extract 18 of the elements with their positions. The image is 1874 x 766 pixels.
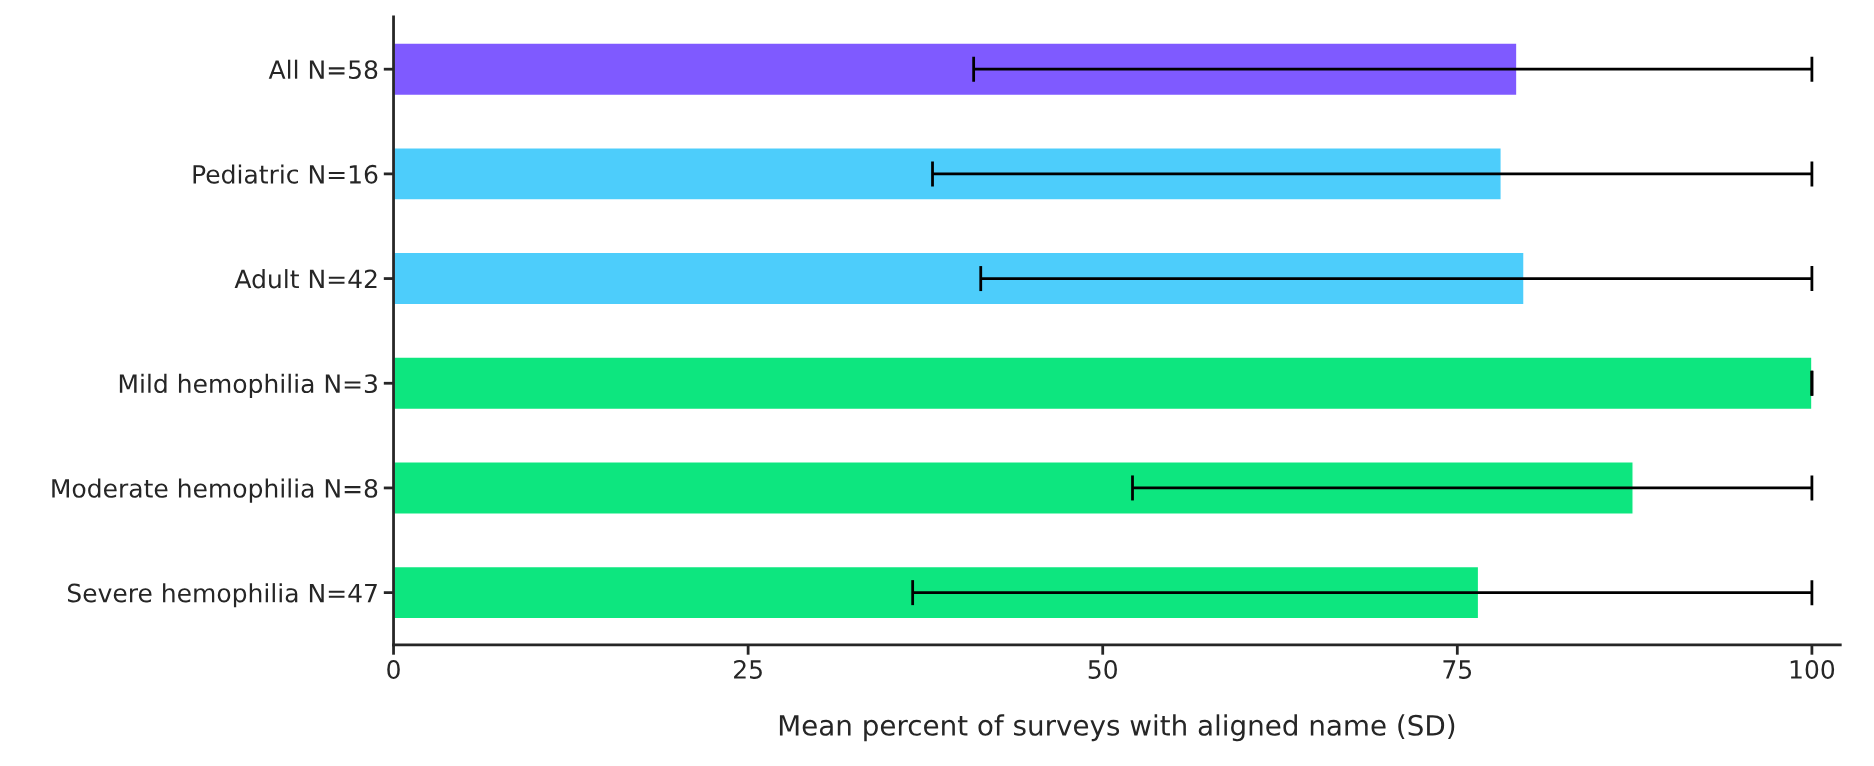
x-tick-label: 25 xyxy=(734,660,762,679)
bar xyxy=(393,461,1634,515)
y-tick-label: Mild hemophilia N=3 xyxy=(119,373,377,398)
y-tick-label: Moderate hemophilia N=8 xyxy=(52,478,378,503)
y-tick-label: Pediatric N=16 xyxy=(193,164,378,184)
x-tick-label: 0 xyxy=(387,660,400,679)
y-tick-label: All N=58 xyxy=(268,59,378,80)
x-axis-title: Mean percent of surveys with aligned name (SD) xyxy=(779,714,1455,742)
bar xyxy=(393,147,1502,201)
y-tick-label: Severe hemophilia N=47 xyxy=(67,583,377,608)
bar xyxy=(393,251,1525,306)
y-tick-label: Adult N=42 xyxy=(234,269,377,289)
x-tick-label: 50 xyxy=(1088,660,1117,679)
bar xyxy=(393,565,1480,620)
x-tick-label: 75 xyxy=(1443,660,1472,679)
x-tick-label: 100 xyxy=(1790,660,1835,679)
bar xyxy=(393,42,1518,97)
bar xyxy=(393,356,1813,411)
